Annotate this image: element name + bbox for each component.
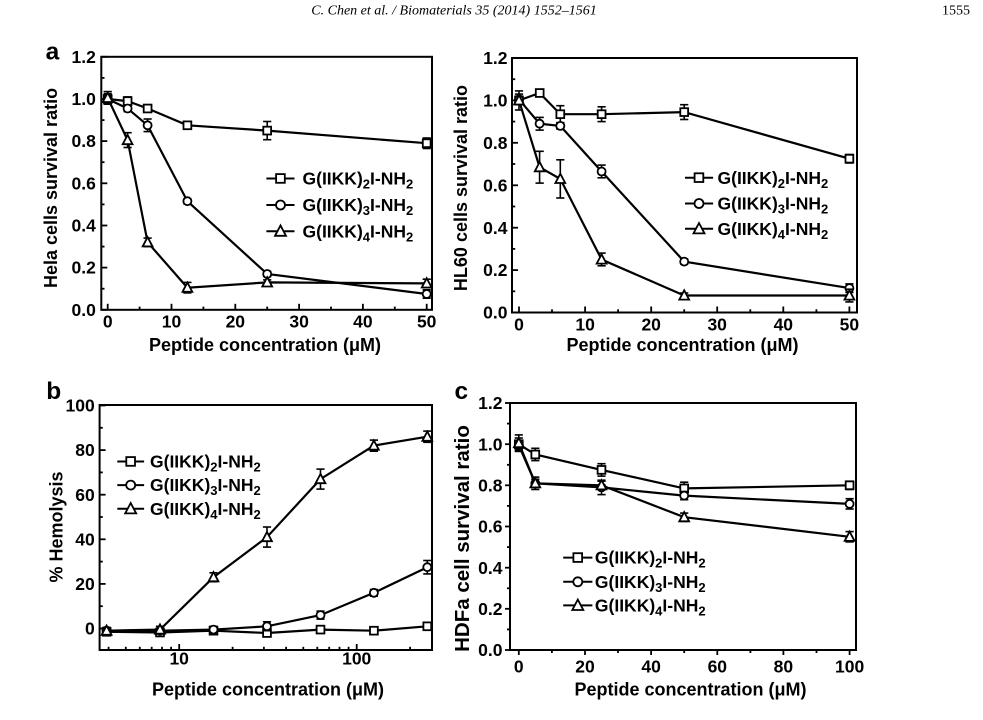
svg-text:20: 20 xyxy=(75,574,95,594)
svg-text:1555: 1555 xyxy=(942,3,970,18)
svg-text:0.4: 0.4 xyxy=(483,218,508,238)
svg-text:0.6: 0.6 xyxy=(71,173,96,193)
svg-text:0.6: 0.6 xyxy=(478,517,503,537)
svg-text:G(IIKK)3I-NH2: G(IIKK)3I-NH2 xyxy=(303,195,414,218)
svg-text:c: c xyxy=(454,378,468,405)
svg-text:20: 20 xyxy=(226,312,246,332)
svg-text:60: 60 xyxy=(708,657,728,677)
svg-text:1.0: 1.0 xyxy=(483,91,508,111)
svg-text:G(IIKK)2I-NH2: G(IIKK)2I-NH2 xyxy=(718,168,829,191)
svg-text:Peptide concentration (μM): Peptide concentration (μM) xyxy=(149,335,381,355)
svg-text:G(IIKK)4I-NH2: G(IIKK)4I-NH2 xyxy=(150,499,261,522)
svg-text:30: 30 xyxy=(289,312,309,332)
svg-text:40: 40 xyxy=(641,657,661,677)
svg-text:% Hemolysis: % Hemolysis xyxy=(46,471,66,582)
svg-text:0.0: 0.0 xyxy=(483,303,508,323)
svg-text:60: 60 xyxy=(75,485,95,505)
svg-text:50: 50 xyxy=(840,314,860,334)
svg-text:0.2: 0.2 xyxy=(478,599,503,619)
svg-text:G(IIKK)2I-NH2: G(IIKK)2I-NH2 xyxy=(150,452,261,475)
svg-text:1.2: 1.2 xyxy=(483,48,508,68)
svg-text:30: 30 xyxy=(707,314,727,334)
svg-text:20: 20 xyxy=(641,314,661,334)
svg-text:10: 10 xyxy=(169,649,189,669)
svg-text:G(IIKK)4I-NH2: G(IIKK)4I-NH2 xyxy=(595,596,706,619)
svg-text:0: 0 xyxy=(85,619,95,639)
svg-text:HDFa cell survival ratio: HDFa cell survival ratio xyxy=(451,425,474,652)
svg-text:40: 40 xyxy=(774,314,794,334)
svg-text:50: 50 xyxy=(417,312,437,332)
svg-text:G(IIKK)2I-NH2: G(IIKK)2I-NH2 xyxy=(303,169,414,192)
svg-text:0.8: 0.8 xyxy=(71,131,96,151)
svg-text:G(IIKK)4I-NH2: G(IIKK)4I-NH2 xyxy=(718,219,829,242)
svg-text:0.4: 0.4 xyxy=(71,216,96,236)
svg-text:0.0: 0.0 xyxy=(478,640,503,660)
svg-text:0.8: 0.8 xyxy=(478,475,503,495)
svg-text:10: 10 xyxy=(575,314,595,334)
svg-text:G(IIKK)4I-NH2: G(IIKK)4I-NH2 xyxy=(303,221,414,244)
svg-text:100: 100 xyxy=(65,396,94,416)
svg-text:80: 80 xyxy=(774,657,794,677)
svg-text:0: 0 xyxy=(514,657,524,677)
svg-text:Peptide concentration (μM): Peptide concentration (μM) xyxy=(574,679,806,699)
svg-text:Peptide concentration (μM): Peptide concentration (μM) xyxy=(152,679,384,699)
svg-text:C. Chen et al. / Biomaterials: C. Chen et al. / Biomaterials 35 (2014) … xyxy=(311,3,596,18)
svg-text:0: 0 xyxy=(514,314,524,334)
svg-text:40: 40 xyxy=(75,529,95,549)
svg-text:HL60 cells survival ratio: HL60 cells survival ratio xyxy=(451,85,471,291)
svg-text:0.8: 0.8 xyxy=(483,133,508,153)
svg-text:0.2: 0.2 xyxy=(71,258,96,278)
svg-text:G(IIKK)3I-NH2: G(IIKK)3I-NH2 xyxy=(595,572,706,595)
svg-text:1.0: 1.0 xyxy=(71,89,96,109)
svg-text:0.2: 0.2 xyxy=(483,260,508,280)
svg-text:Hela cells survival ratio: Hela cells survival ratio xyxy=(41,88,61,288)
svg-text:40: 40 xyxy=(353,312,373,332)
svg-text:0.6: 0.6 xyxy=(483,175,508,195)
svg-text:10: 10 xyxy=(162,312,182,332)
svg-text:0.0: 0.0 xyxy=(71,300,96,320)
svg-text:1.0: 1.0 xyxy=(478,434,503,454)
svg-text:G(IIKK)2I-NH2: G(IIKK)2I-NH2 xyxy=(595,548,706,571)
svg-text:0.4: 0.4 xyxy=(478,558,503,578)
svg-text:Peptide concentration (μM): Peptide concentration (μM) xyxy=(566,335,798,355)
svg-text:G(IIKK)3I-NH2: G(IIKK)3I-NH2 xyxy=(150,475,261,498)
svg-text:1.2: 1.2 xyxy=(71,47,96,67)
svg-text:100: 100 xyxy=(342,649,371,669)
svg-text:100: 100 xyxy=(835,657,864,677)
svg-text:b: b xyxy=(46,378,61,405)
svg-text:G(IIKK)3I-NH2: G(IIKK)3I-NH2 xyxy=(718,194,829,217)
svg-text:80: 80 xyxy=(75,440,95,460)
svg-text:20: 20 xyxy=(575,657,595,677)
svg-text:0: 0 xyxy=(103,312,113,332)
svg-text:a: a xyxy=(46,39,60,66)
svg-text:1.2: 1.2 xyxy=(478,393,503,413)
